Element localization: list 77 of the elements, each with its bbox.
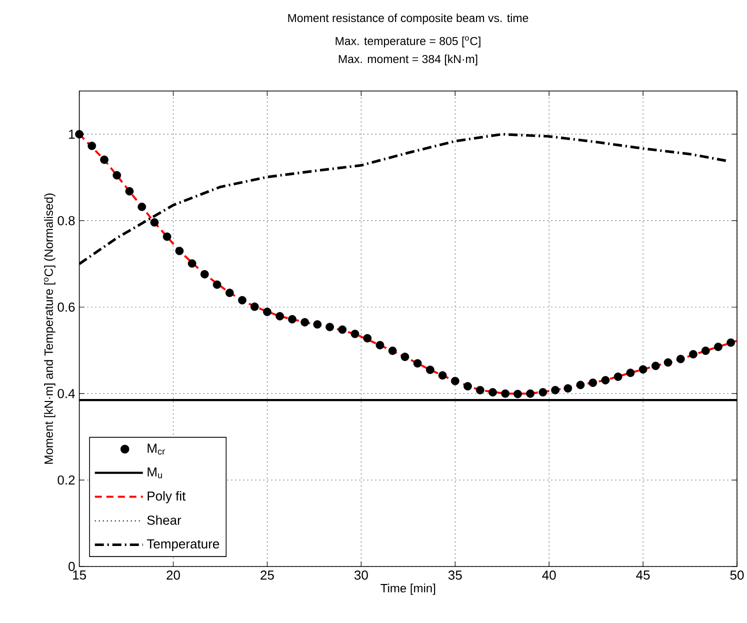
- point: [450, 376, 460, 386]
- point: [100, 156, 108, 164]
- legend-label: Temperature: [146, 539, 220, 552]
- x-tick-label: 25: [260, 570, 274, 580]
- y-tick-label: 1: [69, 130, 75, 139]
- point: [413, 359, 422, 368]
- point: [225, 288, 234, 298]
- point: [726, 338, 736, 347]
- y-tick-label: 0.2: [58, 475, 75, 485]
- point: [514, 390, 522, 398]
- x-tick-label: 30: [354, 570, 368, 580]
- point: [288, 315, 296, 324]
- point: [276, 312, 284, 320]
- point: [313, 320, 322, 329]
- x-tick-label: 20: [166, 570, 180, 580]
- point: [238, 296, 246, 304]
- point: [376, 340, 384, 350]
- point: [263, 308, 272, 316]
- point: [488, 388, 497, 396]
- point: [701, 346, 710, 355]
- point: [200, 270, 209, 278]
- point: [426, 366, 434, 374]
- point: [75, 130, 84, 138]
- point: [162, 232, 172, 241]
- point: [601, 376, 610, 384]
- x-tick-label: 40: [542, 570, 556, 580]
- point: [538, 388, 548, 396]
- point: [626, 368, 635, 378]
- y-tick-label: 0.4: [58, 388, 75, 398]
- point: [175, 246, 184, 256]
- point: [326, 322, 334, 332]
- point: [138, 202, 146, 212]
- point: [125, 187, 134, 196]
- point: [464, 382, 472, 390]
- point: [350, 330, 360, 338]
- text: Max. moment = 384 [kN·m]: [338, 54, 478, 66]
- point: [676, 354, 685, 364]
- y-tick-label: 0: [68, 562, 75, 572]
- x-tick-label: 45: [636, 570, 650, 580]
- x-tick-label: 15: [73, 570, 86, 580]
- point: [250, 302, 259, 311]
- point: [112, 171, 122, 180]
- chart-title: Moment resistance of composite beam vs. time: [288, 14, 528, 24]
- point: [88, 142, 96, 150]
- point: [689, 350, 698, 358]
- y-tick-label: 0.6: [58, 302, 75, 312]
- point: [338, 325, 347, 334]
- point: [501, 389, 510, 398]
- legend-label: M$_{u}$: [148, 467, 162, 478]
- x-axis-title: Time [min]: [380, 584, 436, 595]
- y-axis-title: Moment [kN·m] and Temperature [$^{o}$C] (Normalised): [44, 194, 56, 464]
- point: [438, 371, 447, 380]
- point: [551, 386, 560, 394]
- legend-label: Shear: [147, 515, 182, 525]
- point: [388, 346, 397, 355]
- point: [476, 386, 484, 394]
- point: [400, 352, 410, 362]
- legend-label: M$_{cr}$: [148, 444, 165, 455]
- point: [588, 378, 598, 387]
- legend-label: Poly fit: [148, 491, 186, 504]
- point: [300, 318, 309, 326]
- chart-subtitle: Max. temperature = 805 [$^{o}$C]: [336, 36, 480, 48]
- point: [638, 365, 648, 374]
- point: [564, 384, 572, 393]
- point: [614, 372, 622, 381]
- x-tick-label: 50: [730, 570, 744, 580]
- point: [664, 358, 672, 367]
- x-tick-label: 35: [448, 570, 462, 580]
- point: [188, 259, 196, 268]
- point: [150, 218, 159, 227]
- point: [526, 389, 534, 398]
- point: [576, 380, 585, 390]
- point: [651, 362, 660, 370]
- y-tick-label: 0.8: [58, 216, 75, 226]
- point: [212, 280, 222, 289]
- point: [714, 342, 722, 352]
- point: [363, 334, 372, 342]
